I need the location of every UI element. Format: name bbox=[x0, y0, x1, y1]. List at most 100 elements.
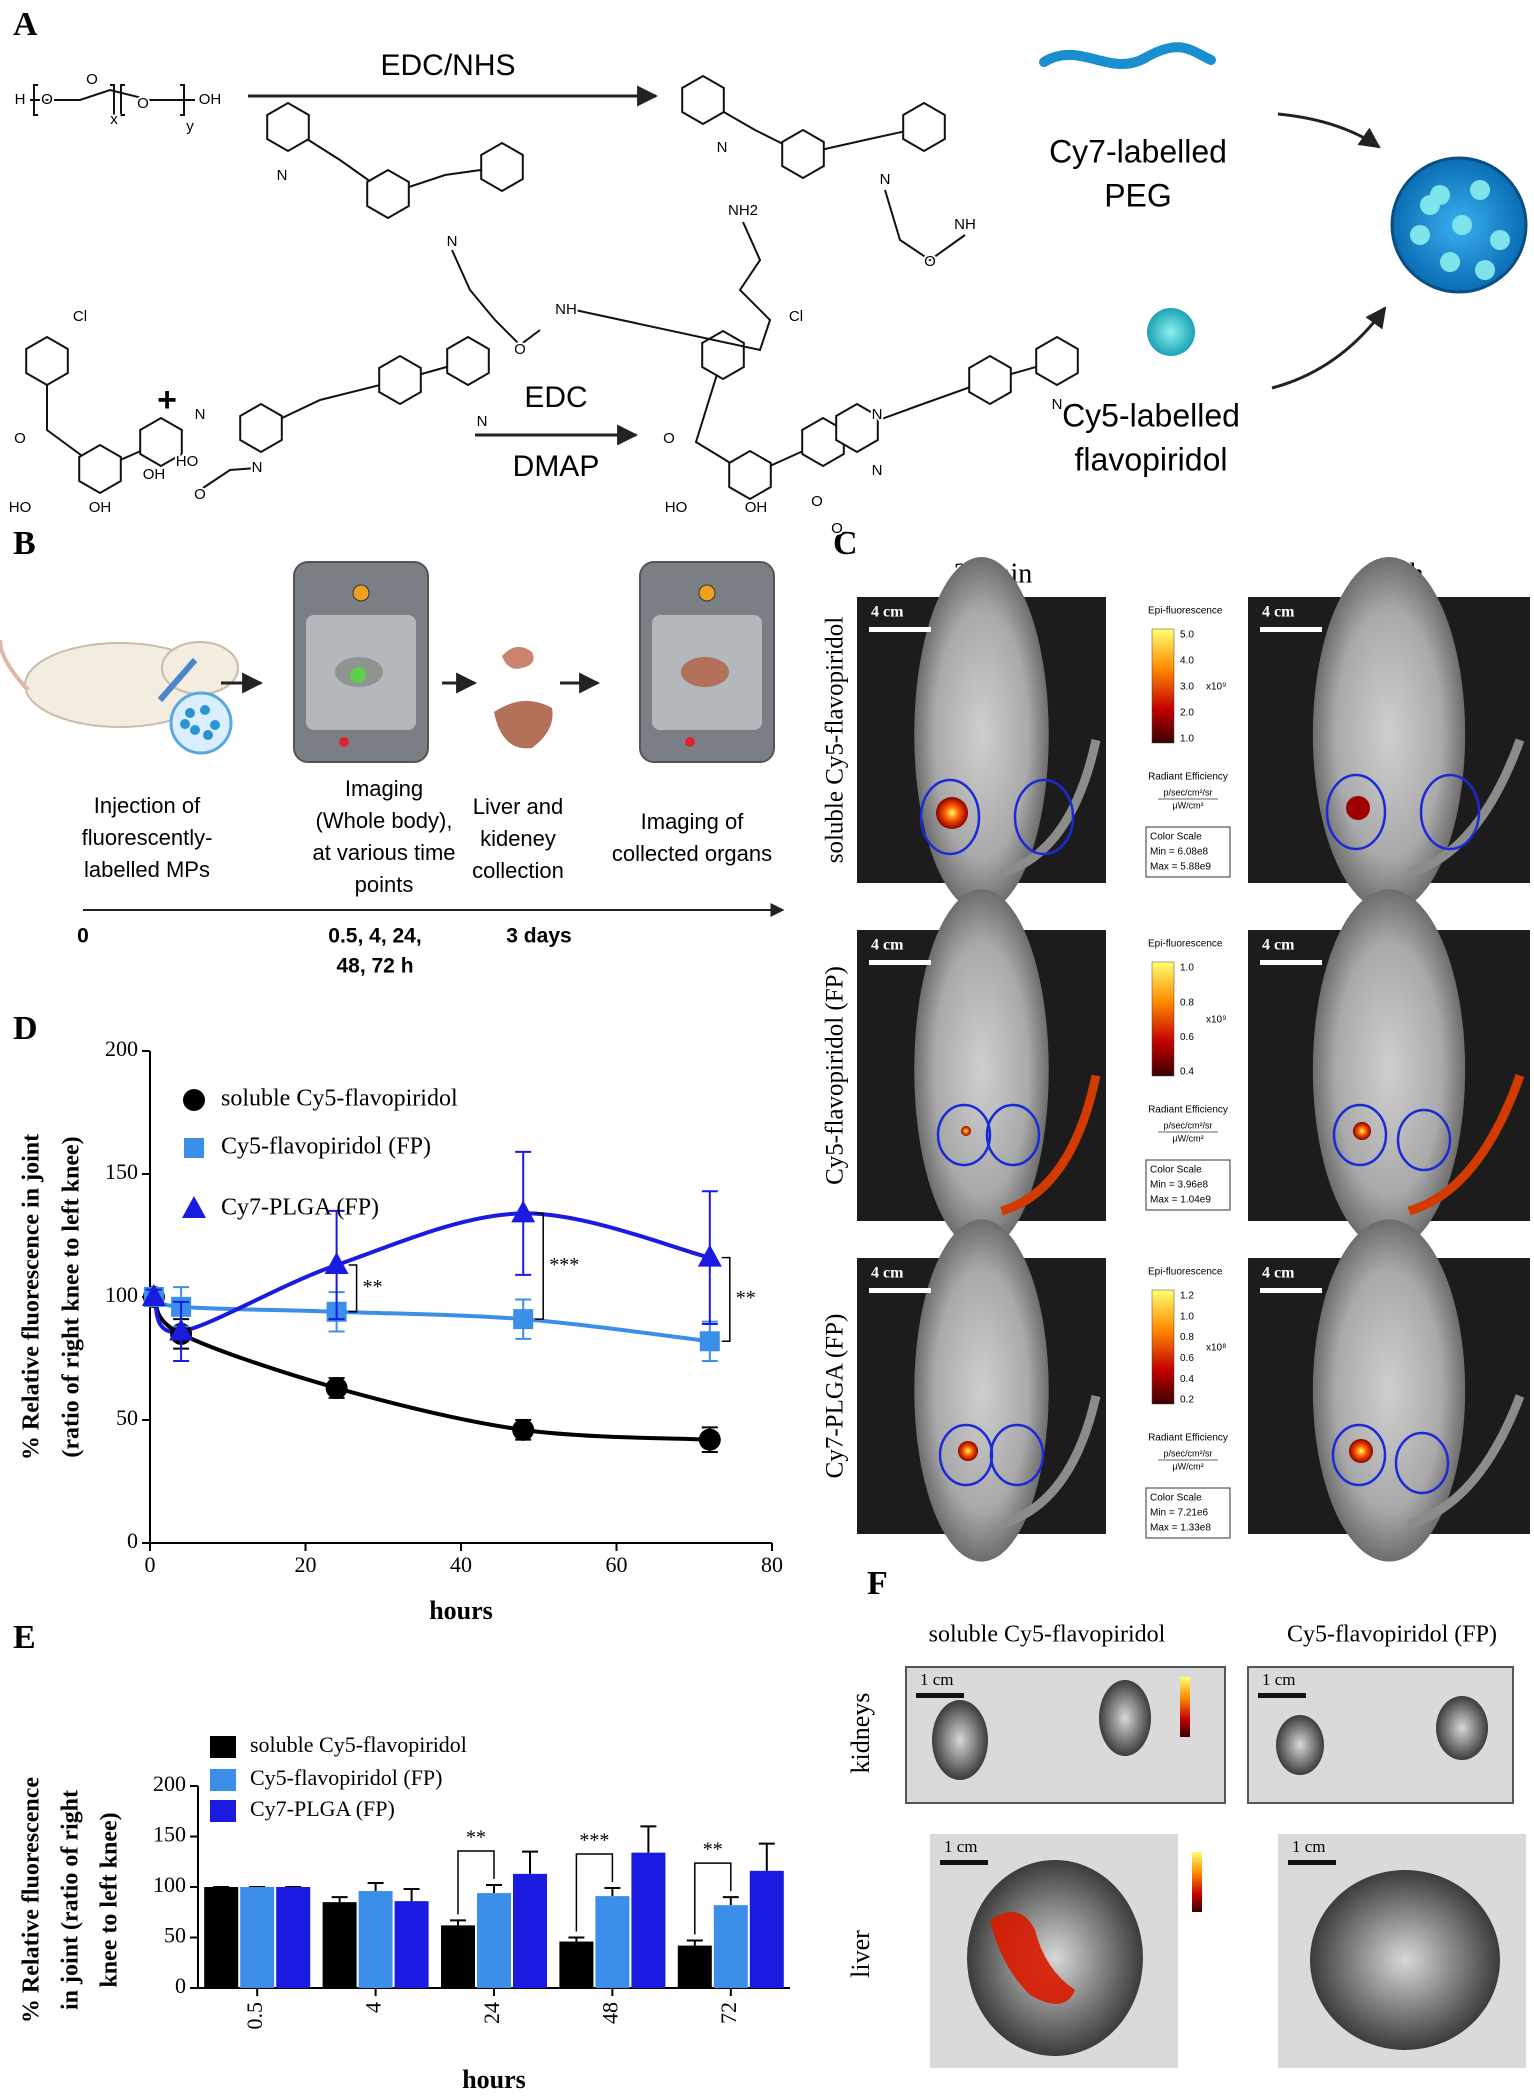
drug-bead bbox=[1147, 308, 1195, 356]
ring bbox=[902, 101, 946, 153]
atom-label: Cl bbox=[73, 308, 87, 325]
y-tick-label: 150 bbox=[105, 1159, 138, 1184]
step-text: labelled MPs bbox=[84, 857, 210, 882]
reagent: DMAP bbox=[513, 450, 600, 483]
particle bbox=[210, 720, 220, 730]
legend-label: Cy7-PLGA (FP) bbox=[250, 1796, 395, 1821]
x-tick-label: 48 bbox=[597, 2002, 622, 2024]
marker bbox=[513, 1309, 534, 1330]
bar bbox=[595, 1896, 630, 1988]
bond bbox=[694, 354, 824, 477]
signal bbox=[936, 797, 968, 829]
ring bbox=[139, 416, 183, 468]
atom-label: y bbox=[186, 118, 194, 135]
atom-label: HO bbox=[176, 453, 199, 470]
microparticle-dot bbox=[1440, 252, 1460, 272]
significance-bracket bbox=[457, 1850, 495, 1915]
colorbar-tick: 0.2 bbox=[1180, 1395, 1194, 1406]
scale-bar bbox=[1260, 1288, 1322, 1293]
significance-bracket bbox=[721, 1256, 731, 1343]
y-axis-title: % Relative fluorescence bbox=[19, 1777, 45, 2023]
scale-bar bbox=[916, 1693, 964, 1698]
kidney bbox=[1099, 1680, 1151, 1756]
y-tick-label: 0 bbox=[127, 1528, 138, 1553]
step-text: kideney bbox=[480, 826, 556, 851]
atom-label: OH bbox=[199, 91, 222, 108]
scale-text: Color Scale bbox=[1150, 1165, 1202, 1176]
roi bbox=[1331, 1423, 1387, 1487]
bar bbox=[513, 1873, 547, 1988]
scale-bar-label: 4 cm bbox=[871, 604, 904, 621]
particle bbox=[200, 705, 210, 715]
kidney bbox=[1276, 1715, 1324, 1775]
scale-bar-label: 4 cm bbox=[1262, 1265, 1295, 1282]
y-tick-label: 100 bbox=[153, 1872, 186, 1897]
atom-label: OH bbox=[143, 466, 166, 483]
microparticle-dot bbox=[1452, 215, 1472, 235]
step-text: Liver and bbox=[473, 794, 564, 819]
ring bbox=[480, 141, 524, 193]
imager-led bbox=[685, 737, 695, 747]
atom-label: N bbox=[195, 406, 206, 423]
y-tick-label: 0 bbox=[175, 1973, 186, 1998]
colorbar-unit: Radiant Efficiency bbox=[1148, 1105, 1228, 1116]
error-bar bbox=[331, 1896, 348, 1903]
liver bbox=[494, 700, 553, 749]
colorbar-tick: 0.4 bbox=[1180, 1067, 1194, 1078]
significance-label: *** bbox=[549, 1254, 579, 1276]
colorbar-exponent: x10⁹ bbox=[1206, 682, 1226, 693]
error-bar bbox=[568, 1936, 585, 1942]
x-tick-label: 4 bbox=[361, 2002, 386, 2013]
significance-label: *** bbox=[579, 1830, 609, 1852]
significance-label: ** bbox=[736, 1287, 756, 1309]
panel-label: A bbox=[13, 6, 38, 43]
legend-swatch bbox=[210, 1769, 236, 1791]
x-tick-label: 60 bbox=[606, 1552, 628, 1577]
y-axis-title: (ratio of right knee to left knee) bbox=[59, 1136, 85, 1457]
atom-label: NH bbox=[954, 216, 976, 233]
x-axis-title: hours bbox=[429, 1596, 493, 1625]
colorbar-unit: µW/cm² bbox=[1172, 800, 1203, 810]
y-tick-label: 200 bbox=[105, 1036, 138, 1061]
scale-bar bbox=[869, 960, 931, 965]
kidney bbox=[502, 646, 534, 669]
imager-led bbox=[339, 737, 349, 747]
significance-bracket bbox=[575, 1853, 614, 1932]
atom-label: N bbox=[477, 413, 488, 430]
legend-marker bbox=[183, 1089, 205, 1111]
mouse-tail bbox=[1407, 1073, 1525, 1216]
mouse-tail bbox=[1000, 739, 1101, 878]
ivis-image bbox=[857, 1219, 1106, 1562]
atom-label: OH bbox=[745, 499, 768, 516]
fit-curve bbox=[152, 1295, 710, 1442]
ivis-image bbox=[1248, 889, 1530, 1251]
product-label: Cy5-labelled bbox=[1062, 397, 1240, 433]
x-tick-label: 40 bbox=[450, 1552, 472, 1577]
error-bar bbox=[686, 1939, 703, 1946]
scale-bar-label: 1 cm bbox=[1262, 1670, 1296, 1689]
mouse bbox=[1312, 1219, 1466, 1562]
step-text: Injection of bbox=[94, 793, 201, 818]
legend-swatch bbox=[210, 1736, 236, 1758]
legend-label: Cy5-flavopiridol (FP) bbox=[221, 1134, 431, 1160]
ring bbox=[239, 402, 283, 454]
marker bbox=[697, 1244, 722, 1267]
colorbar-title: Epi-fluorescence bbox=[1148, 939, 1223, 950]
scale-text: Color Scale bbox=[1150, 1493, 1202, 1504]
colorbar-tick: 0.6 bbox=[1180, 1353, 1194, 1364]
marker bbox=[511, 1200, 536, 1223]
marker bbox=[141, 1284, 166, 1306]
colorbar bbox=[1151, 628, 1175, 744]
scale-text: Max = 5.88e9 bbox=[1150, 862, 1211, 873]
colorbar-tick: 0.8 bbox=[1180, 1332, 1194, 1343]
atom-label: O bbox=[831, 520, 843, 537]
signal bbox=[1346, 796, 1370, 820]
ring bbox=[78, 443, 122, 495]
roi bbox=[985, 1103, 1041, 1167]
bar bbox=[477, 1893, 511, 1988]
imaged-spot bbox=[350, 667, 366, 683]
ivis-image bbox=[857, 556, 1106, 912]
bar bbox=[713, 1905, 748, 1988]
legend-marker bbox=[184, 1138, 204, 1158]
kidney bbox=[932, 1700, 988, 1780]
